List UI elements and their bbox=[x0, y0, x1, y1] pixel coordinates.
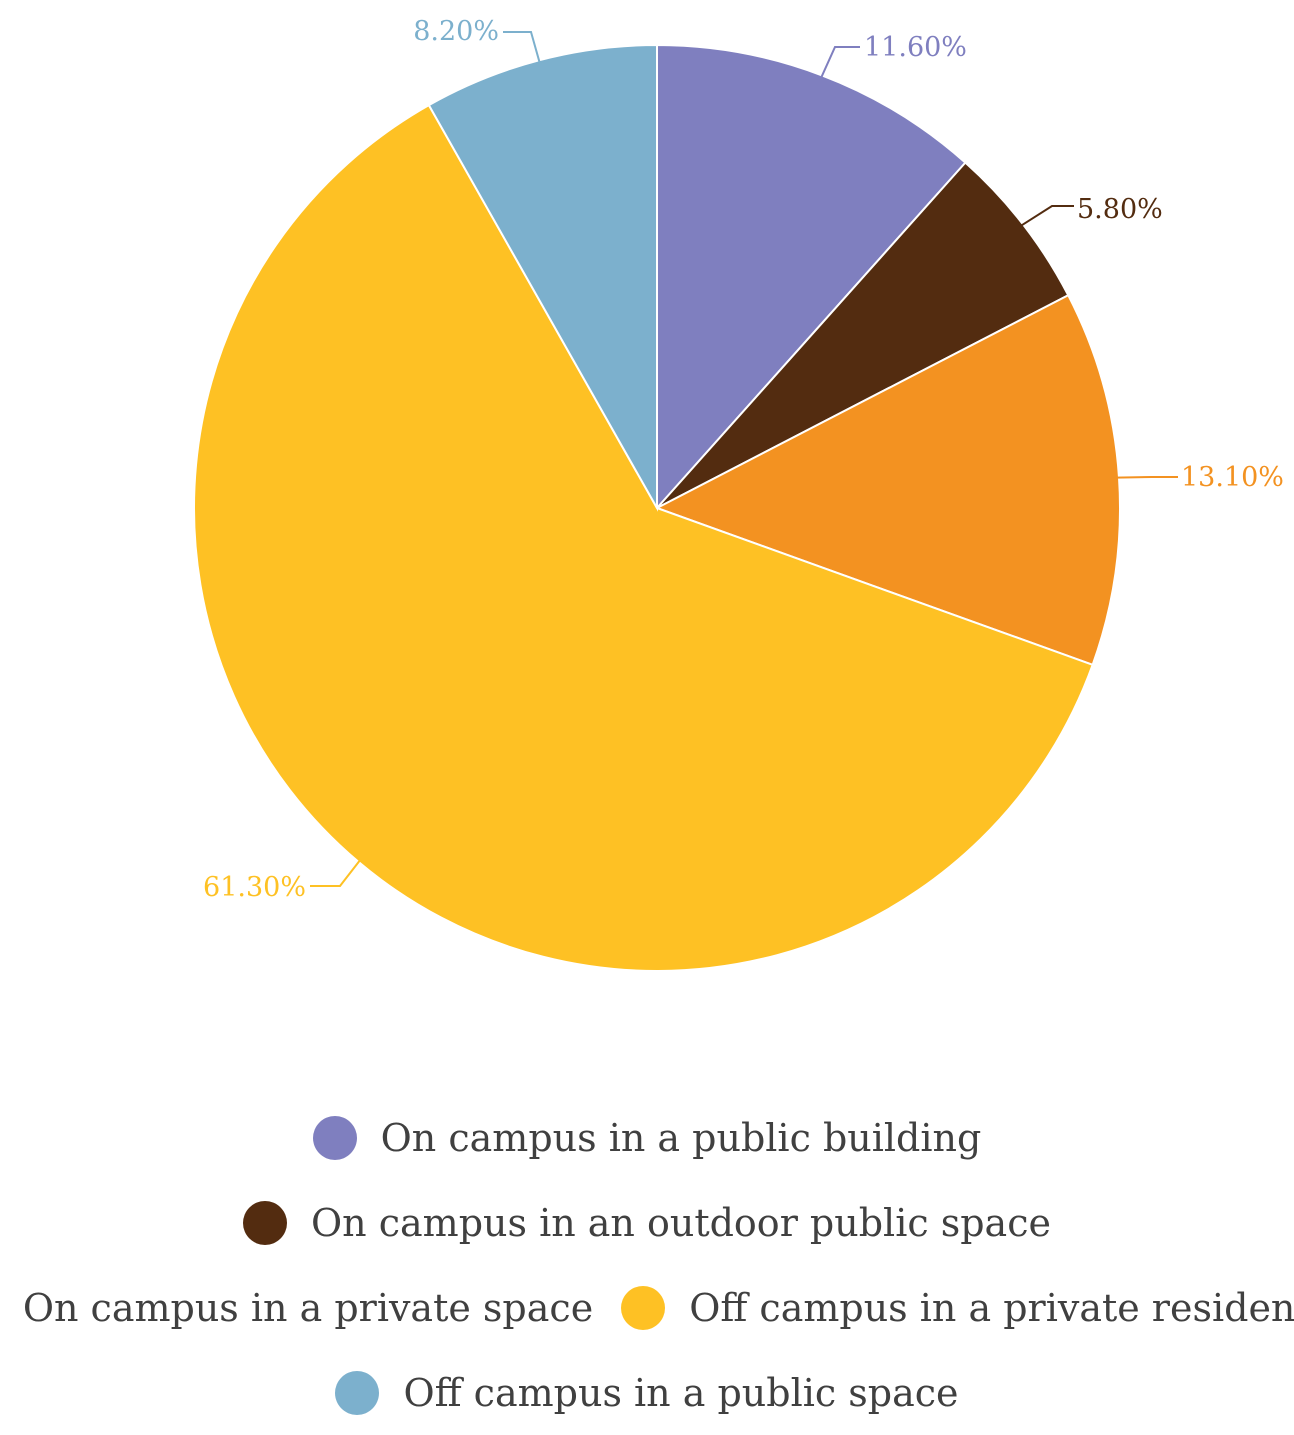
leader-line-on-campus-in-a-private-space bbox=[1115, 476, 1178, 479]
data-label-off-campus-in-a-public-space: 8.20% bbox=[413, 16, 499, 47]
legend-label: On campus in a public building bbox=[380, 1115, 982, 1160]
legend-item-on-campus-in-a-private-space: On campus in a private space bbox=[0, 1286, 593, 1330]
legend-label: Off campus in a public space bbox=[403, 1370, 959, 1415]
legend-swatch bbox=[243, 1200, 288, 1245]
legend-label: On campus in an outdoor public space bbox=[311, 1200, 1051, 1245]
pie-slices bbox=[193, 43, 1121, 972]
legend-row: On campus in an outdoor public space bbox=[0, 1180, 1294, 1265]
legend-row: On campus in a public building bbox=[0, 1095, 1294, 1180]
data-label-on-campus-in-a-private-space: 13.10% bbox=[1181, 462, 1284, 493]
legend-swatch bbox=[621, 1285, 666, 1330]
leader-line-off-campus-in-a-public-space bbox=[503, 31, 541, 64]
legend-label: On campus in a private space bbox=[22, 1285, 594, 1330]
data-label-off-campus-in-a-private-residence: 61.30% bbox=[203, 872, 306, 903]
pie-chart-svg: 11.60% 5.80% 13.10% 61.30% 8.20% bbox=[193, 16, 1284, 972]
legend-swatch bbox=[335, 1370, 380, 1415]
legend-item-off-campus-in-a-private-residence: Off campus in a private residence bbox=[621, 1285, 1294, 1330]
legend-item-off-campus-in-a-public-space: Off campus in a public space bbox=[335, 1370, 959, 1415]
data-label-on-campus-in-an-outdoor-public-space: 5.80% bbox=[1077, 194, 1163, 225]
legend-swatch bbox=[312, 1115, 357, 1160]
chart-legend: On campus in a public building On campus … bbox=[0, 1095, 1294, 1435]
legend-item-on-campus-in-a-public-building: On campus in a public building bbox=[312, 1115, 982, 1160]
legend-label: Off campus in a private residence bbox=[689, 1285, 1294, 1330]
data-label-leaders bbox=[310, 31, 1178, 887]
leader-line-off-campus-in-a-private-residence bbox=[310, 859, 362, 887]
leader-line-on-campus-in-a-public-building bbox=[820, 46, 860, 79]
pie-chart: 11.60% 5.80% 13.10% 61.30% 8.20% bbox=[193, 16, 1284, 972]
data-label-on-campus-in-a-public-building: 11.60% bbox=[864, 32, 967, 63]
legend-row: Off campus in a public space bbox=[0, 1350, 1294, 1435]
data-labels: 11.60% 5.80% 13.10% 61.30% 8.20% bbox=[203, 16, 1284, 903]
legend-row: On campus in a private space Off campus i… bbox=[0, 1265, 1294, 1350]
legend-item-on-campus-in-an-outdoor-public-space: On campus in an outdoor public space bbox=[243, 1200, 1051, 1245]
leader-line-on-campus-in-an-outdoor-public-space bbox=[1019, 205, 1074, 227]
